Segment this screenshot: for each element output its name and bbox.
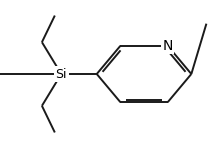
Text: Si: Si [55,67,67,81]
Text: N: N [163,39,173,53]
